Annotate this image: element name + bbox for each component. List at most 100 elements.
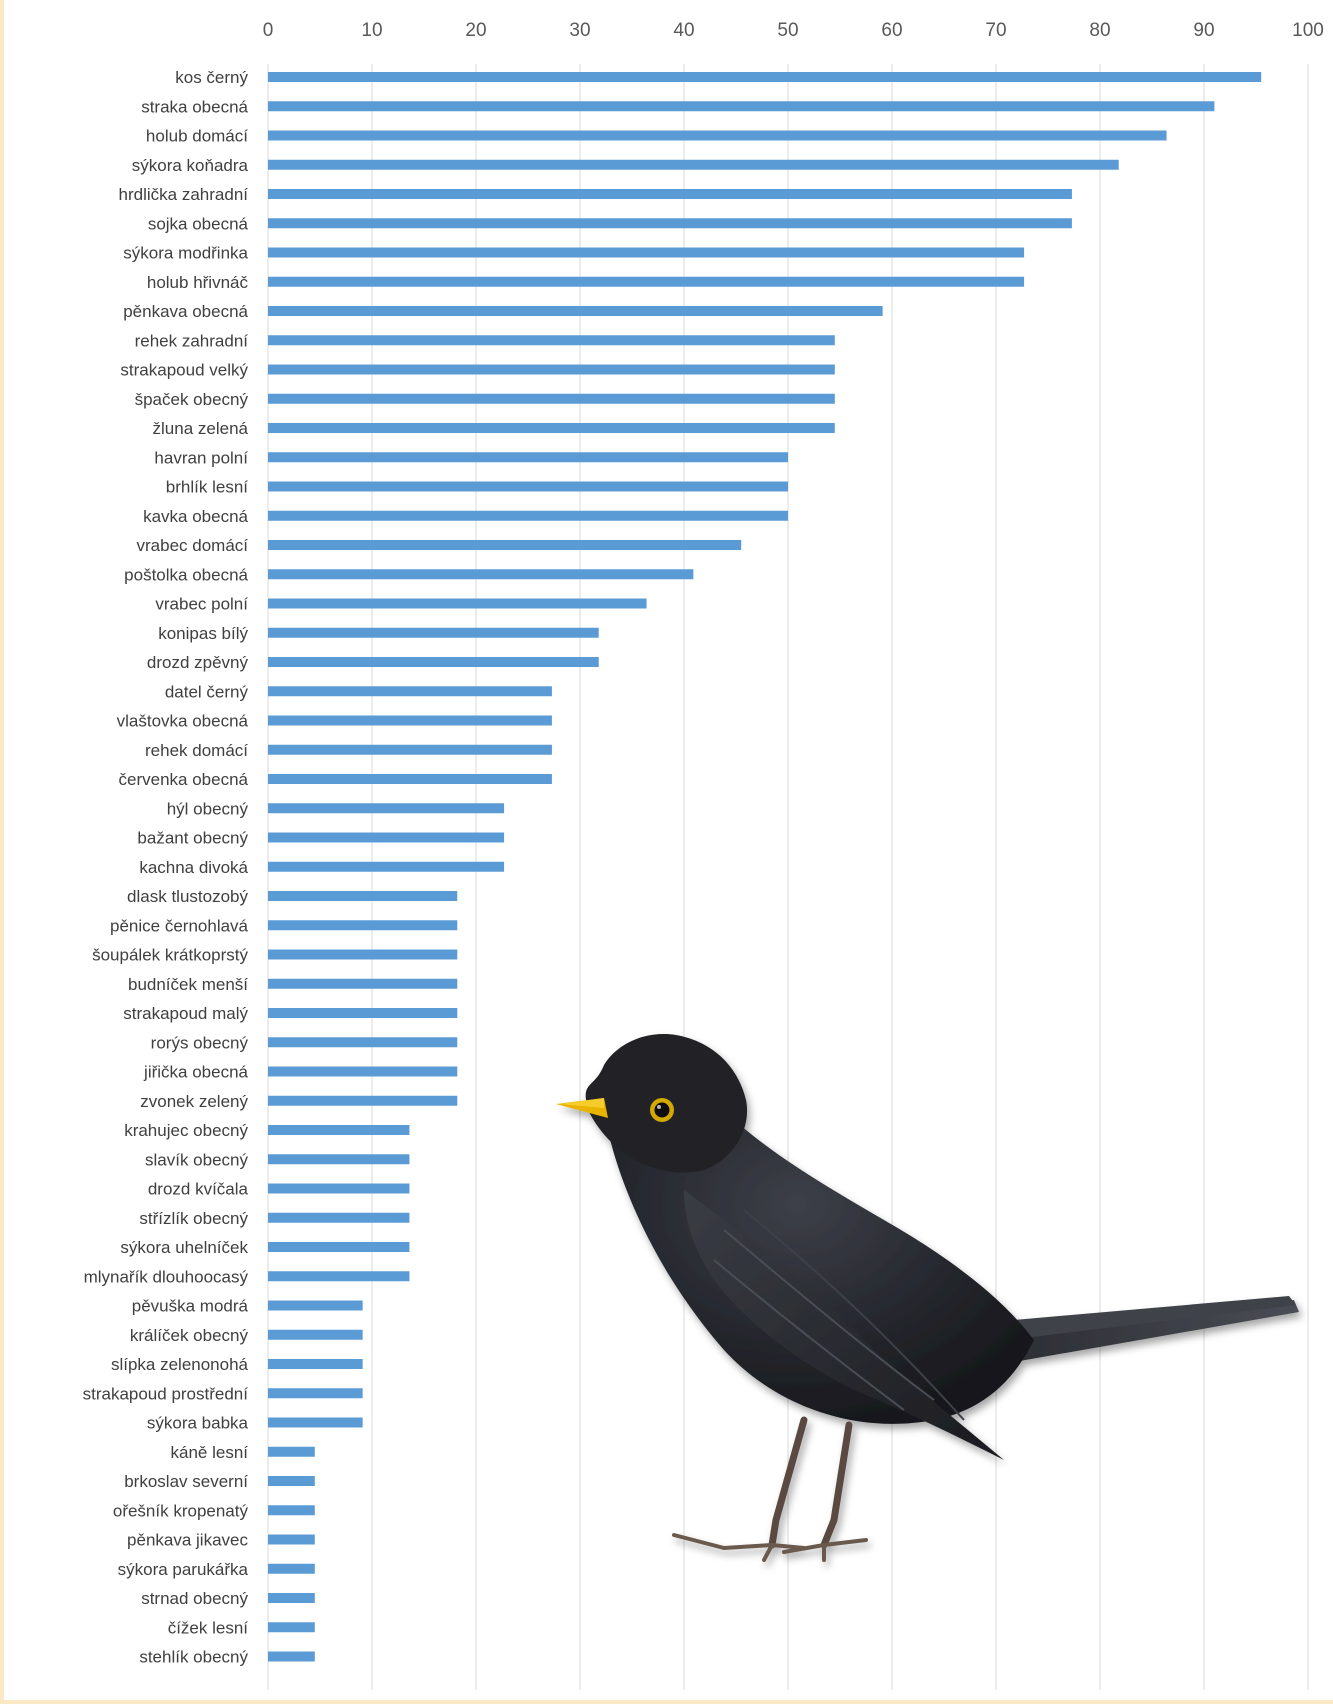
- bar: [268, 1388, 363, 1399]
- bar: [268, 1505, 315, 1516]
- bar: [268, 1329, 363, 1340]
- category-label: čížek lesní: [168, 1618, 249, 1637]
- bar: [268, 1417, 363, 1428]
- bar: [268, 1066, 458, 1077]
- bar: [268, 627, 599, 638]
- bird-wing: [684, 1190, 1004, 1460]
- bar: [268, 101, 1215, 112]
- bar: [268, 452, 788, 463]
- category-label: střízlík obecný: [139, 1209, 248, 1228]
- bird-foot: [782, 1538, 868, 1562]
- bar: [268, 1095, 458, 1106]
- bar: [268, 949, 458, 960]
- bar: [268, 1622, 315, 1633]
- x-tick-label: 60: [881, 20, 902, 41]
- bar: [268, 481, 788, 492]
- category-label: strakapoud velký: [120, 361, 248, 380]
- category-label: pěnkava jikavec: [127, 1531, 248, 1550]
- category-label: jiřička obecná: [143, 1063, 248, 1082]
- blackbird-illustration: [556, 1034, 1299, 1562]
- x-tick-label: 20: [465, 20, 486, 41]
- category-label: kos černý: [175, 68, 248, 87]
- bar-chart: 0 10 20 30 40 50 60 70 80 90 100 kos černý straka o…: [83, 20, 1324, 1690]
- category-label: pěvuška modrá: [132, 1297, 249, 1316]
- bar: [268, 1271, 410, 1282]
- category-label: sýkora koňadra: [132, 156, 249, 175]
- category-label: sýkora parukářka: [118, 1560, 249, 1579]
- category-label: sýkora babka: [147, 1414, 249, 1433]
- category-label: hrdlička zahradní: [119, 185, 249, 204]
- category-label: brhlík lesní: [166, 478, 248, 497]
- bird-eye: [654, 1102, 670, 1118]
- category-label: drozd zpěvný: [147, 653, 249, 672]
- category-label: dlask tlustozobý: [127, 887, 248, 906]
- category-label: kavka obecná: [143, 507, 248, 526]
- x-tick-label: 40: [673, 20, 694, 41]
- bar: [268, 306, 883, 316]
- bar: [268, 276, 1025, 287]
- category-label: bažant obecný: [137, 829, 248, 848]
- category-label: poštolka obecná: [124, 565, 248, 584]
- category-label: holub hřivnáč: [147, 273, 249, 292]
- category-label: sýkora modřinka: [123, 244, 248, 263]
- category-label: strakapoud malý: [123, 1004, 248, 1023]
- category-label: straka obecná: [141, 97, 248, 116]
- category-label: králíček obecný: [130, 1326, 249, 1345]
- bar: [268, 1212, 410, 1223]
- bar: [268, 364, 835, 375]
- bar: [268, 598, 647, 609]
- bar: [268, 72, 1262, 82]
- category-label: sýkora uhelníček: [120, 1238, 248, 1257]
- category-label: holub domácí: [146, 127, 248, 146]
- x-tick-label: 100: [1292, 20, 1324, 41]
- bar: [268, 159, 1119, 170]
- category-label: pěnkava obecná: [123, 302, 248, 321]
- bar: [268, 920, 458, 931]
- bar: [268, 832, 505, 843]
- category-label: mlynařík dlouhoocasý: [84, 1267, 249, 1286]
- bar: [268, 686, 552, 697]
- bar: [268, 657, 599, 667]
- category-label: špaček obecný: [135, 390, 249, 409]
- category-label: rehek domácí: [145, 741, 248, 760]
- category-label: drozd kvíčala: [148, 1180, 249, 1199]
- bar: [268, 1446, 315, 1457]
- bar: [268, 774, 552, 784]
- gridlines: [267, 64, 1309, 1690]
- bar: [268, 861, 505, 872]
- x-tick-label: 70: [985, 20, 1006, 41]
- bar: [268, 715, 552, 726]
- category-label: vrabec polní: [155, 595, 248, 614]
- x-axis-ticks: 0 10 20 30 40 50 60 70 80 90 100: [263, 20, 1324, 41]
- category-label: kachna divoká: [139, 858, 248, 877]
- bar: [268, 1183, 410, 1194]
- bar: [268, 891, 458, 901]
- category-label: hýl obecný: [167, 799, 249, 818]
- bar: [268, 189, 1072, 199]
- category-label: vrabec domácí: [137, 536, 249, 555]
- bar: [268, 744, 552, 755]
- bar: [268, 218, 1072, 229]
- bar: [268, 1008, 458, 1018]
- bar: [268, 1651, 315, 1662]
- category-label: havran polní: [154, 448, 248, 467]
- bar: [268, 978, 458, 989]
- category-label: červenka obecná: [119, 770, 249, 789]
- bar: [268, 1242, 410, 1252]
- category-label: datel černý: [165, 682, 249, 701]
- bar: [268, 569, 694, 580]
- bird-body: [604, 1085, 1034, 1424]
- category-label: slípka zelenonohá: [111, 1355, 249, 1374]
- bar: [268, 130, 1167, 141]
- bar: [268, 540, 742, 550]
- bar: [268, 423, 835, 433]
- category-label: káně lesní: [171, 1443, 249, 1462]
- category-label: strakapoud prostřední: [83, 1384, 249, 1403]
- category-label: žluna zelená: [153, 419, 249, 438]
- category-label: pěnice černohlavá: [110, 916, 249, 935]
- bar: [268, 1125, 410, 1135]
- category-label: zvonek zelený: [140, 1092, 248, 1111]
- bar: [268, 335, 835, 346]
- bird-tail: [1004, 1300, 1299, 1362]
